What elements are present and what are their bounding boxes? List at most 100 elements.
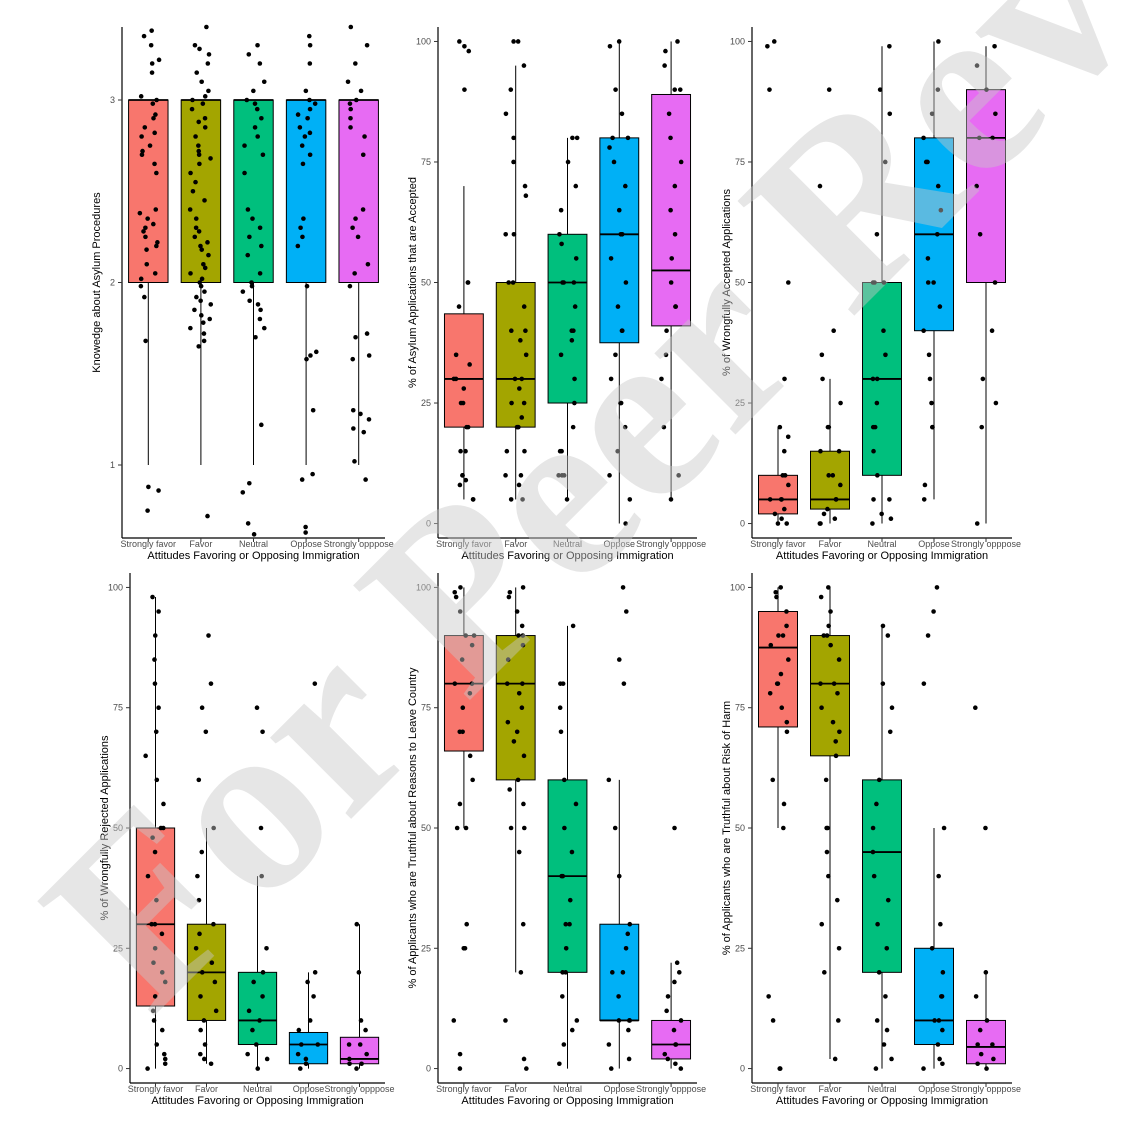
data-point [874,1018,880,1023]
data-point [201,1018,207,1023]
x-tick-label: Favor [818,1084,841,1094]
data-point [363,477,368,482]
data-point [514,729,520,735]
data-point [364,331,370,336]
data-point [659,376,664,382]
data-point [202,1042,208,1047]
x-axis-title: Attitudes Favoring or Opposing Immigrati… [461,1095,673,1107]
data-point [140,148,145,154]
data-point [504,681,510,686]
data-point [615,304,621,309]
data-point [922,482,928,488]
data-point [786,280,791,285]
data-point [188,271,193,276]
data-point [247,480,252,486]
data-point [199,970,205,975]
data-point [626,1018,632,1023]
data-point [521,1056,527,1062]
data-point [519,623,525,629]
data-point [456,304,462,309]
data-point [519,415,525,420]
data-point [143,234,148,240]
x-tick-label: Strongly opppose [636,539,706,549]
data-point [511,231,517,237]
y-tick-label: 25 [421,943,431,953]
data-point [557,448,563,454]
data-point [515,39,521,44]
data-point [834,897,840,903]
data-point [778,585,784,590]
y-tick-label: 75 [735,703,745,713]
data-point [668,497,674,502]
data-point [935,1042,941,1047]
data-point [356,970,362,975]
data-point [360,207,366,212]
data-point [254,705,260,711]
data-point [626,1056,632,1062]
data-point [147,143,153,148]
data-point [936,1018,942,1023]
data-point [570,623,576,629]
data-point [768,642,774,648]
data-point [246,52,252,57]
data-point [872,424,878,430]
data-point [832,1056,838,1062]
data-point [206,88,211,94]
data-point [139,134,144,139]
data-point [300,161,306,167]
data-point [254,1042,259,1047]
data-point [154,170,159,176]
data-point [518,970,524,975]
data-point [623,183,628,189]
data-point [360,152,366,158]
box-5 [338,99,379,283]
data-point [469,642,475,648]
data-point [257,271,263,276]
y-tick-label: 2 [110,278,115,288]
data-point [523,328,528,334]
data-point [992,43,997,49]
data-point [295,112,301,117]
data-point [467,362,472,367]
data-point [558,729,564,735]
data-point [519,376,525,382]
data-point [469,681,475,686]
data-point [672,231,678,237]
data-point [514,424,520,430]
data-point [817,183,823,189]
data-point [451,1018,457,1023]
data-point [921,681,927,686]
data-point [921,497,927,502]
data-point [462,43,467,49]
data-point [826,87,832,92]
data-point [307,97,312,103]
data-point [560,873,566,879]
data-point [977,1027,983,1033]
data-point [213,1008,219,1014]
x-axis-title: Attitudes Favoring or Opposing Immigrati… [776,550,988,562]
data-point [887,43,892,49]
data-point [355,234,361,240]
y-tick-label: 50 [735,278,745,288]
data-point [297,1066,303,1071]
data-point [674,960,680,966]
data-point [777,424,783,430]
data-point [145,508,150,513]
data-point [352,459,357,464]
data-point [159,931,165,937]
data-point [162,1061,168,1067]
data-point [153,112,158,117]
data-point [883,352,888,358]
data-point [974,521,980,526]
data-point [471,633,477,638]
data-point [786,657,791,662]
data-point [937,304,943,309]
data-point [625,931,631,937]
data-point [882,159,888,165]
data-point [676,473,681,478]
data-point [523,352,529,358]
data-point [929,400,934,406]
data-point [254,106,260,112]
data-point [353,334,358,340]
y-axis-title: Knowedge about Asylum Procedures [91,192,103,373]
